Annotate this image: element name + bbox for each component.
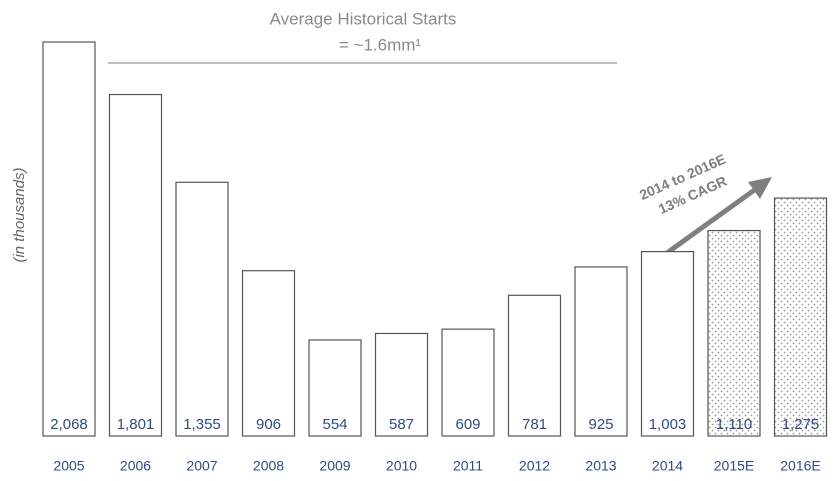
value-label: 2,068 xyxy=(50,416,88,433)
bar xyxy=(507,294,562,437)
annotation: = ~1.6mm¹ xyxy=(339,35,422,54)
bar xyxy=(707,229,761,437)
bar xyxy=(441,328,495,437)
value-label: 1,003 xyxy=(649,416,687,433)
value-label: 1,275 xyxy=(782,416,820,433)
bar xyxy=(241,270,296,437)
x-tick-label: 2016E xyxy=(780,458,820,474)
value-label: 587 xyxy=(389,416,414,433)
value-label: 925 xyxy=(588,416,613,433)
bar xyxy=(108,93,163,437)
x-tick-label: 2006 xyxy=(120,458,151,474)
value-label: 781 xyxy=(522,416,547,433)
value-label: 554 xyxy=(322,416,347,433)
bar xyxy=(773,197,828,437)
x-tick-label: 2005 xyxy=(53,458,84,474)
x-tick-label: 2015E xyxy=(714,458,754,474)
x-tick-label: 2007 xyxy=(186,458,217,474)
arrow-head xyxy=(748,177,772,199)
x-tick-label: 2010 xyxy=(386,458,417,474)
value-label: 1,801 xyxy=(117,416,155,433)
bar xyxy=(175,181,229,437)
x-tick-label: 2013 xyxy=(585,458,616,474)
bar xyxy=(640,251,695,437)
x-tick-label: 2014 xyxy=(652,458,683,474)
bar xyxy=(574,266,628,437)
bar xyxy=(308,339,362,437)
bar xyxy=(374,332,429,437)
annotation: Average Historical Starts xyxy=(270,9,457,28)
value-label: 1,355 xyxy=(183,416,221,433)
y-axis-label: (in thousands) xyxy=(11,167,28,262)
value-label: 906 xyxy=(256,416,281,433)
x-tick-label: 2009 xyxy=(319,458,350,474)
x-tick-label: 2012 xyxy=(519,458,550,474)
bar xyxy=(42,41,96,437)
x-tick-label: 2011 xyxy=(453,458,483,474)
x-tick-label: 2008 xyxy=(253,458,284,474)
value-label: 609 xyxy=(455,416,480,433)
value-label: 1,110 xyxy=(716,416,752,433)
